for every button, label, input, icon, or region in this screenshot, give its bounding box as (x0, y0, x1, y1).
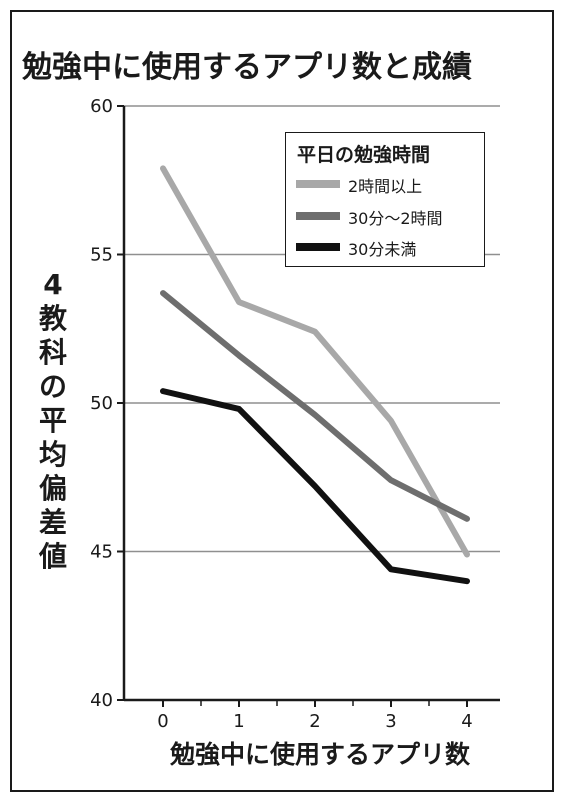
legend-title: 平日の勉強時間 (297, 140, 430, 167)
legend-label-series-0: 2時間以上 (348, 173, 422, 197)
x-tick-label: 2 (309, 711, 320, 732)
legend-item-series-0: 2時間以上 (296, 171, 481, 197)
legend: 平日の勉強時間 2時間以上 30分～2時間 30分未満 (285, 132, 485, 267)
legend-swatch-series-1 (296, 212, 340, 220)
x-axis-label: 勉強中に使用するアプリ数 (125, 735, 515, 771)
y-tick-label: 60 (90, 96, 113, 117)
legend-item-series-1: 30分～2時間 (296, 203, 481, 229)
x-tick-label: 3 (385, 711, 396, 732)
y-tick-label: 50 (90, 393, 113, 414)
legend-label-series-2: 30分未満 (348, 236, 416, 260)
x-tick-label: 1 (233, 711, 244, 732)
y-tick-label: 45 (90, 542, 113, 563)
x-tick-label: 4 (461, 711, 472, 732)
legend-label-series-1: 30分～2時間 (348, 205, 443, 229)
legend-swatch-series-2 (296, 243, 340, 251)
y-tick-label: 40 (90, 690, 113, 711)
y-tick-label: 55 (90, 245, 113, 266)
legend-item-series-2: 30分未満 (296, 234, 481, 260)
x-tick-label: 0 (157, 711, 168, 732)
legend-swatch-series-0 (296, 180, 340, 188)
